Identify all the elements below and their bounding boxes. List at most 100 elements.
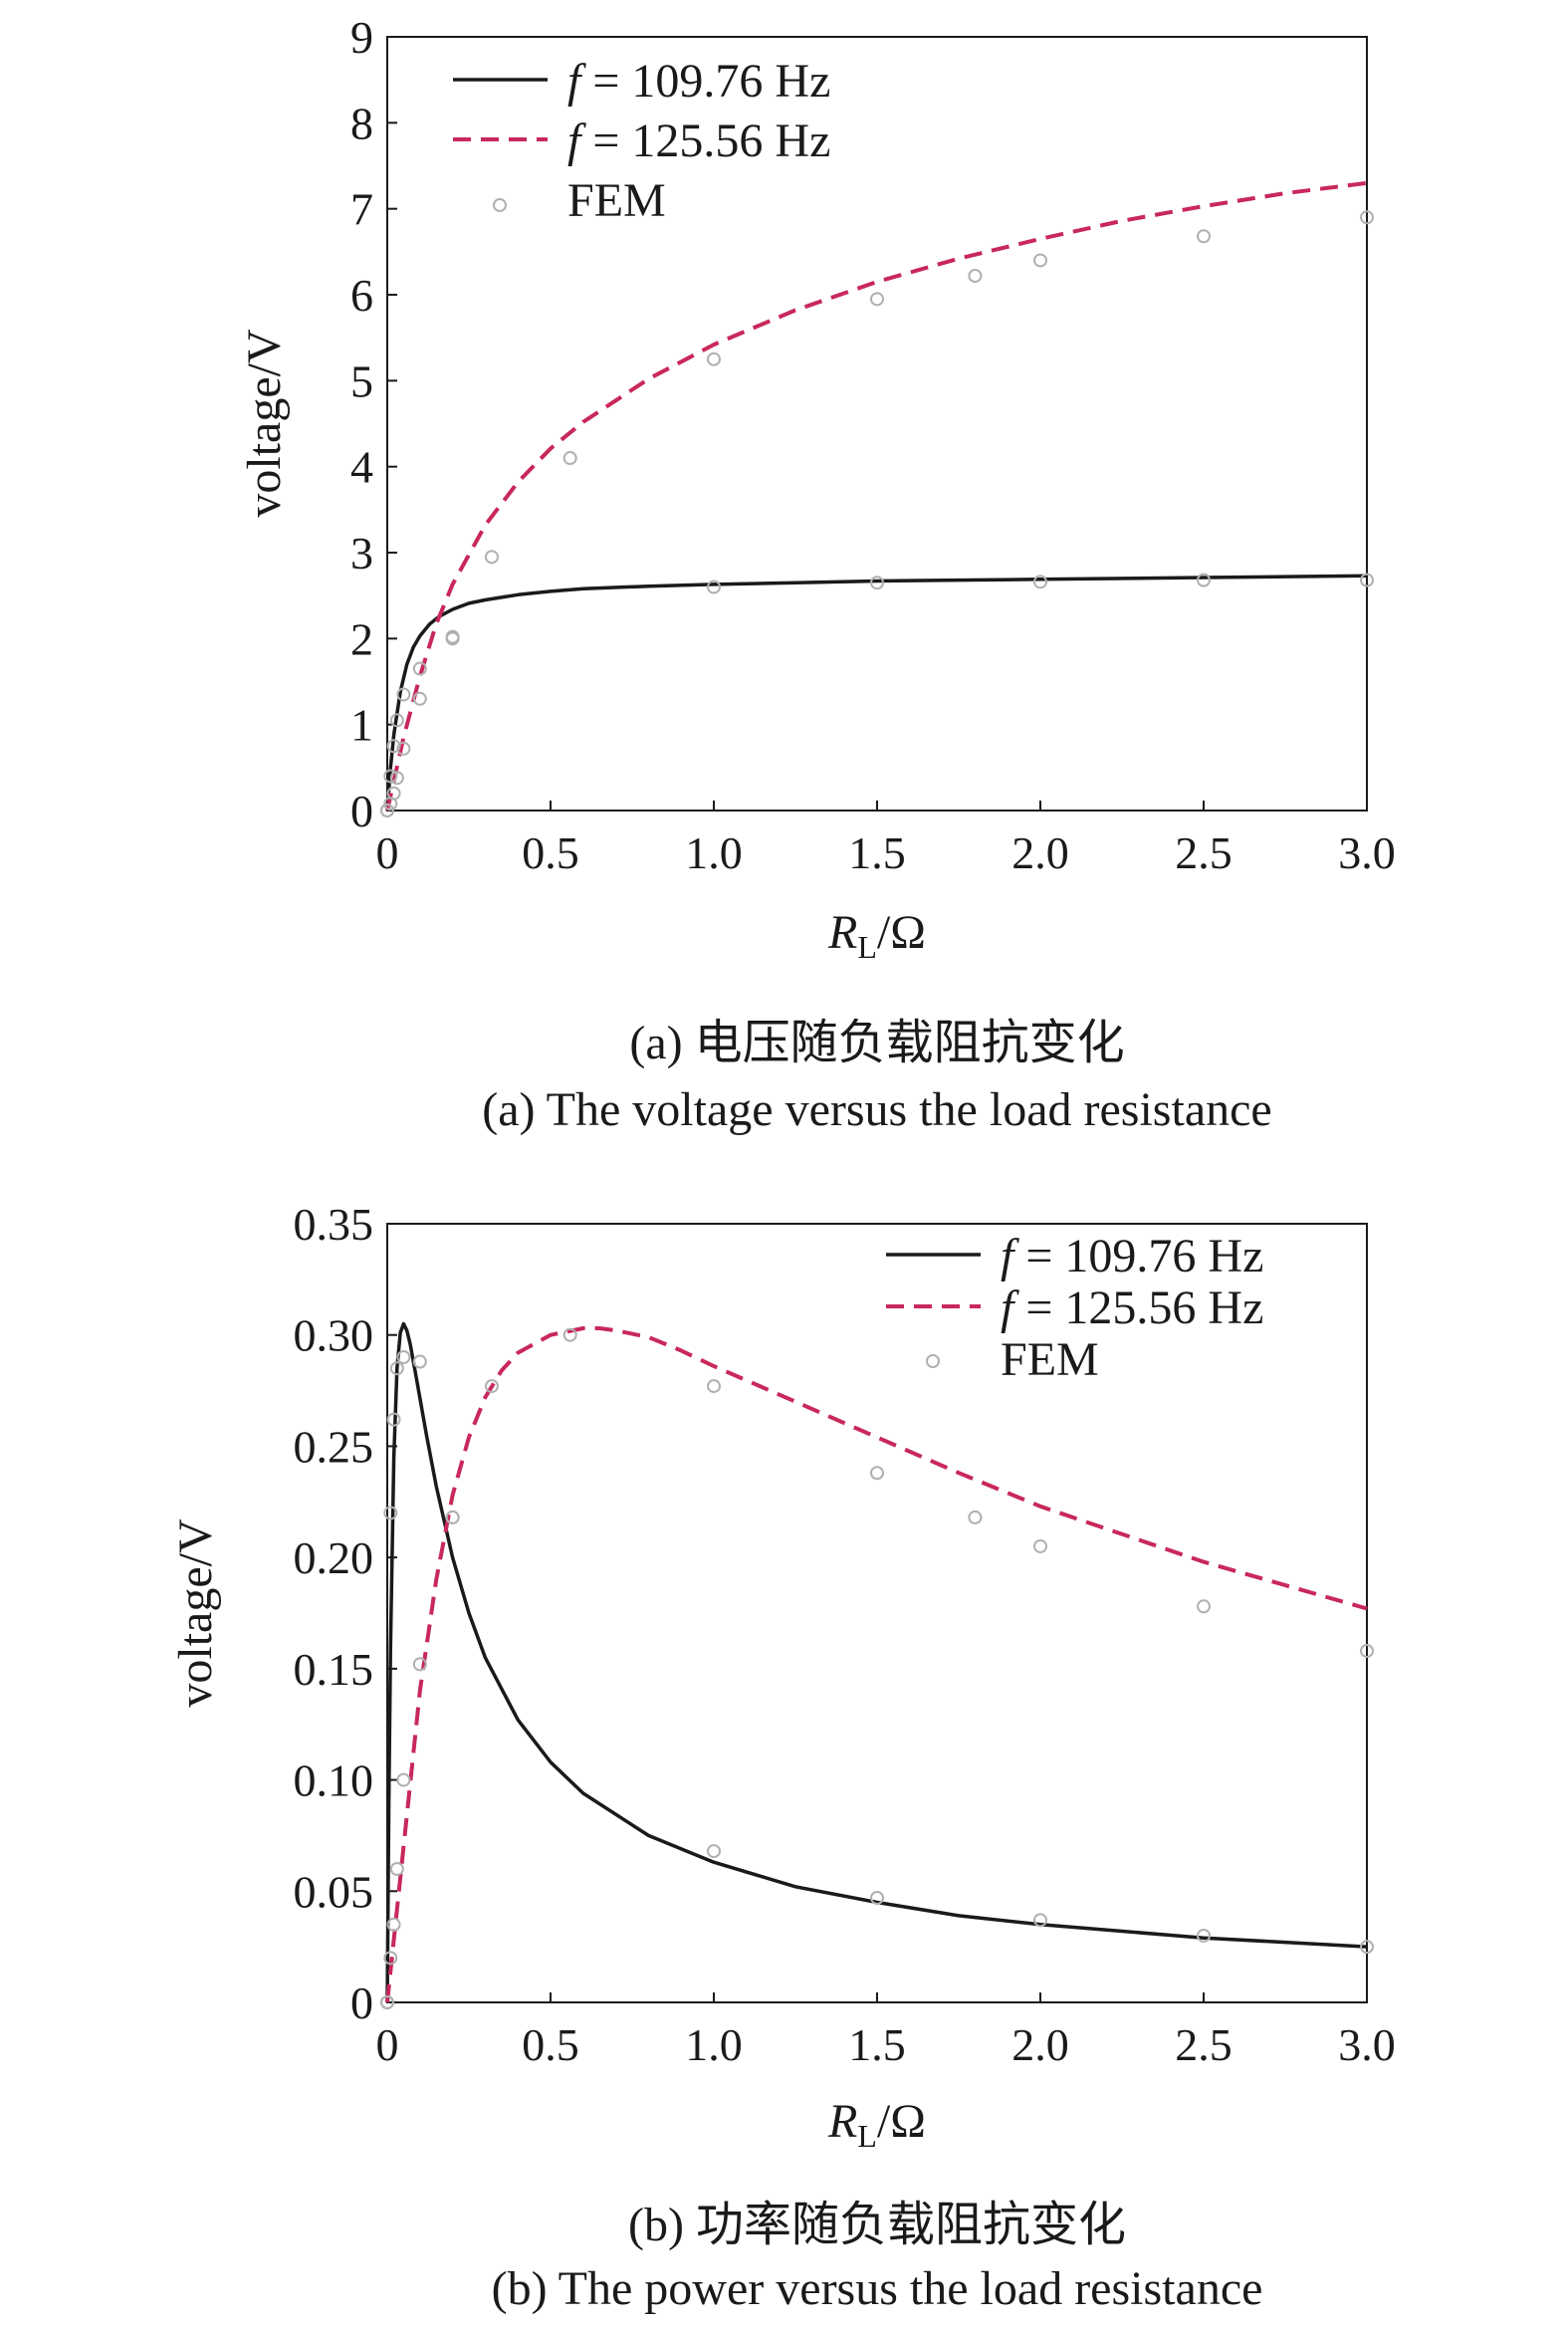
chart-a-legend-label-value: = 109.76 Hz <box>580 55 830 108</box>
chart-a-fem-point <box>968 269 983 284</box>
chart-a-fem-point <box>1033 253 1047 268</box>
chart-a-fem-point <box>707 580 721 594</box>
chart-b-fem-point <box>707 1844 721 1859</box>
chart-a-legend: f = 109.76 Hz f = 125.56 Hz FEM <box>453 55 830 227</box>
chart-b-fem-point <box>396 1350 411 1365</box>
chart-a-legend-swatch-fem <box>493 198 507 212</box>
chart-b-fem-point <box>412 1657 427 1672</box>
chart-a-fem-point <box>1360 210 1374 225</box>
chart-b-x-axis-label-sub: L <box>857 2118 877 2154</box>
chart-b-legend-label-value: = 125.56 Hz <box>1013 1281 1263 1334</box>
chart-a-series <box>380 180 1374 817</box>
chart-a-x-tick-label: 0 <box>376 827 399 878</box>
chart-a-y-axis-label: voltage/V <box>238 329 291 518</box>
chart-a-fem-point <box>383 769 398 784</box>
chart-b-x-tick-label: 2.5 <box>1175 2019 1232 2070</box>
chart-a-series-line-1 <box>385 574 1368 812</box>
chart-a-x-tick-label: 3.0 <box>1338 827 1396 878</box>
chart-b-legend-label-1: f = 109.76 Hz <box>1001 1230 1263 1282</box>
chart-b-fem-point <box>386 1412 401 1427</box>
chart-a-legend-label-value: = 125.56 Hz <box>580 115 830 167</box>
chart-b-x-axis-label-main: R <box>827 2095 857 2148</box>
chart-a-y-tick-label: 8 <box>350 98 373 148</box>
chart-a-fem-point <box>412 661 427 676</box>
chart-b-fem-point <box>380 1995 394 2009</box>
chart-b-legend-label-value: FEM <box>1001 1333 1099 1386</box>
chart-a-y-tick-label: 9 <box>350 12 373 63</box>
chart-a-fem-point <box>389 713 404 728</box>
chart-a-fem-point <box>562 451 577 466</box>
chart-b: 0 0.5 1.0 1.5 2.0 2.5 3.0 0 0.05 0.10 0.15 0.20 0.2… <box>169 1199 1396 2315</box>
chart-b-x-ticks: 0 0.5 1.0 1.5 2.0 2.5 3.0 <box>376 1992 1396 2070</box>
chart-a-fem-point <box>1033 575 1047 589</box>
chart-b-fem-point <box>1360 1643 1374 1658</box>
chart-a-y-tick-label: 3 <box>350 528 373 579</box>
chart-b-legend-label-3: FEM <box>1001 1333 1099 1386</box>
chart-a-x-tick-label: 0.5 <box>522 827 579 878</box>
chart-a-x-axis-label: RL/Ω <box>827 906 926 965</box>
chart-b-x-tick-label: 3.0 <box>1338 2019 1396 2070</box>
chart-a-fem-point <box>389 771 404 786</box>
chart-a-fem-point <box>386 739 401 754</box>
chart-b-fem-point <box>389 1861 404 1876</box>
chart-a-legend-label-value: FEM <box>567 174 666 227</box>
chart-a-y-tick-label: 5 <box>350 355 373 406</box>
chart-a-fem-point <box>1197 229 1211 244</box>
chart-b-y-tick-label: 0.15 <box>294 1644 374 1695</box>
chart-a-fem-point <box>396 741 411 756</box>
chart-a-fem-point <box>1197 573 1211 587</box>
chart-b-fem-point <box>870 1890 884 1905</box>
chart-a-legend-label-2: f = 125.56 Hz <box>567 115 830 167</box>
chart-b-fem-point <box>870 1466 884 1481</box>
chart-b-series-line-2 <box>385 1326 1368 2003</box>
chart-a-y-tick-label: 6 <box>350 270 373 321</box>
chart-b-fem-point <box>1360 1940 1374 1955</box>
chart-b-y-axis-label: voltage/V <box>169 1518 222 1708</box>
chart-a-x-ticks: 0 0.5 1.0 1.5 2.0 2.5 3.0 <box>376 801 1396 878</box>
chart-b-caption-en: (b) The power versus the load resistance <box>492 2262 1263 2315</box>
chart-b-y-tick-label: 0.10 <box>294 1755 374 1806</box>
chart-a-y-tick-label: 0 <box>350 786 373 836</box>
chart-a-fem-point <box>412 691 427 706</box>
chart-a-caption-cn: (a) 电压随负载阻抗变化 <box>629 1017 1124 1069</box>
chart-b-fem-point <box>707 1379 721 1394</box>
chart-b-fem-point <box>1033 1538 1047 1553</box>
chart-b-caption-cn: (b) 功率随负载阻抗变化 <box>628 2199 1126 2251</box>
chart-b-y-ticks: 0 0.05 0.10 0.15 0.20 0.25 0.30 0.35 <box>294 1199 397 2028</box>
chart-a-x-tick-label: 1.0 <box>685 827 743 878</box>
chart-a-fem-point <box>484 550 499 565</box>
chart-b-legend-label-value: = 109.76 Hz <box>1013 1230 1263 1282</box>
chart-b-fem-point <box>562 1327 577 1342</box>
chart-b-legend-label-2: f = 125.56 Hz <box>1001 1281 1263 1334</box>
chart-a-x-axis-label-unit: /Ω <box>877 906 926 959</box>
chart-b-y-tick-label: 0.20 <box>294 1532 374 1583</box>
chart-b-y-tick-label: 0 <box>350 1978 373 2028</box>
chart-b-fem-point <box>396 1772 411 1787</box>
chart-b-fem-point <box>968 1510 983 1524</box>
chart-b-fem-point <box>484 1379 499 1394</box>
chart-a: 0 0.5 1.0 1.5 2.0 2.5 3.0 0 1 2 3 4 5 6 7 8 9 f = 109.7… <box>238 12 1396 1136</box>
chart-a-y-ticks: 0 1 2 3 4 5 6 7 8 9 <box>350 12 397 836</box>
chart-b-y-tick-label: 0.30 <box>294 1310 374 1361</box>
chart-a-y-tick-label: 7 <box>350 184 373 235</box>
chart-b-fem-point <box>386 1917 401 1932</box>
chart-b-y-tick-label: 0.25 <box>294 1421 374 1472</box>
chart-a-x-tick-label: 1.5 <box>848 827 906 878</box>
chart-a-fem-point <box>445 629 460 644</box>
chart-b-x-axis-label: RL/Ω <box>827 2095 926 2154</box>
chart-a-fem-point <box>1360 573 1374 587</box>
chart-a-fem-point <box>707 351 721 366</box>
chart-b-fem-point <box>389 1361 404 1376</box>
chart-a-caption-en: (a) The voltage versus the load resistan… <box>482 1083 1271 1136</box>
chart-a-fem-point <box>380 804 394 817</box>
chart-b-x-tick-label: 1.0 <box>685 2019 743 2070</box>
chart-a-legend-label-1: f = 109.76 Hz <box>567 55 830 108</box>
chart-b-plot-frame <box>386 1223 1368 2003</box>
chart-a-y-tick-label: 4 <box>350 442 373 493</box>
chart-b-x-tick-label: 2.0 <box>1011 2019 1069 2070</box>
chart-a-x-tick-label: 2.0 <box>1011 827 1069 878</box>
chart-b-x-tick-label: 0.5 <box>522 2019 579 2070</box>
chart-a-fem-point <box>396 687 411 702</box>
